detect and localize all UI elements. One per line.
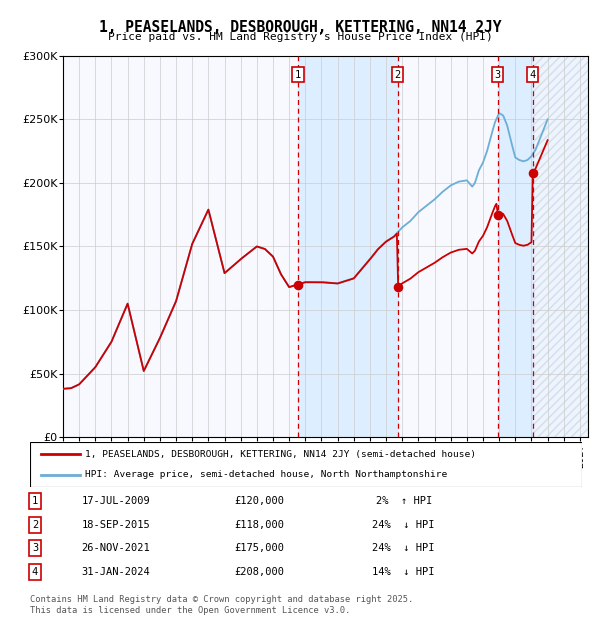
Text: HPI: Average price, semi-detached house, North Northamptonshire: HPI: Average price, semi-detached house,… — [85, 470, 448, 479]
Text: 17-JUL-2009: 17-JUL-2009 — [82, 496, 150, 506]
Text: £118,000: £118,000 — [235, 520, 284, 529]
Text: 3: 3 — [494, 70, 500, 80]
Text: 1: 1 — [32, 496, 38, 506]
Text: £175,000: £175,000 — [235, 543, 284, 553]
Bar — [497, 56, 533, 437]
Text: £208,000: £208,000 — [235, 567, 284, 577]
Text: 2%  ↑ HPI: 2% ↑ HPI — [376, 496, 432, 506]
Text: 14%  ↓ HPI: 14% ↓ HPI — [373, 567, 435, 577]
Text: 1: 1 — [295, 70, 301, 80]
Text: 4: 4 — [32, 567, 38, 577]
Text: Price paid vs. HM Land Registry's House Price Index (HPI): Price paid vs. HM Land Registry's House … — [107, 32, 493, 42]
Bar — [533, 56, 588, 437]
Text: 31-JAN-2024: 31-JAN-2024 — [82, 567, 150, 577]
Point — [293, 280, 302, 290]
Text: 24%  ↓ HPI: 24% ↓ HPI — [373, 543, 435, 553]
Point — [528, 168, 538, 178]
Text: 4: 4 — [530, 70, 536, 80]
Text: 18-SEP-2015: 18-SEP-2015 — [82, 520, 150, 529]
Text: 2: 2 — [394, 70, 401, 80]
Text: 3: 3 — [32, 543, 38, 553]
Text: 1, PEASELANDS, DESBOROUGH, KETTERING, NN14 2JY (semi-detached house): 1, PEASELANDS, DESBOROUGH, KETTERING, NN… — [85, 450, 476, 459]
Point — [493, 210, 502, 219]
Text: 1, PEASELANDS, DESBOROUGH, KETTERING, NN14 2JY: 1, PEASELANDS, DESBOROUGH, KETTERING, NN… — [99, 20, 501, 35]
FancyBboxPatch shape — [30, 442, 582, 487]
Text: 2: 2 — [32, 520, 38, 529]
Text: Contains HM Land Registry data © Crown copyright and database right 2025.
This d: Contains HM Land Registry data © Crown c… — [30, 595, 413, 614]
Text: £120,000: £120,000 — [235, 496, 284, 506]
Text: 26-NOV-2021: 26-NOV-2021 — [82, 543, 150, 553]
Text: 24%  ↓ HPI: 24% ↓ HPI — [373, 520, 435, 529]
Bar — [298, 56, 398, 437]
Point — [393, 282, 403, 292]
